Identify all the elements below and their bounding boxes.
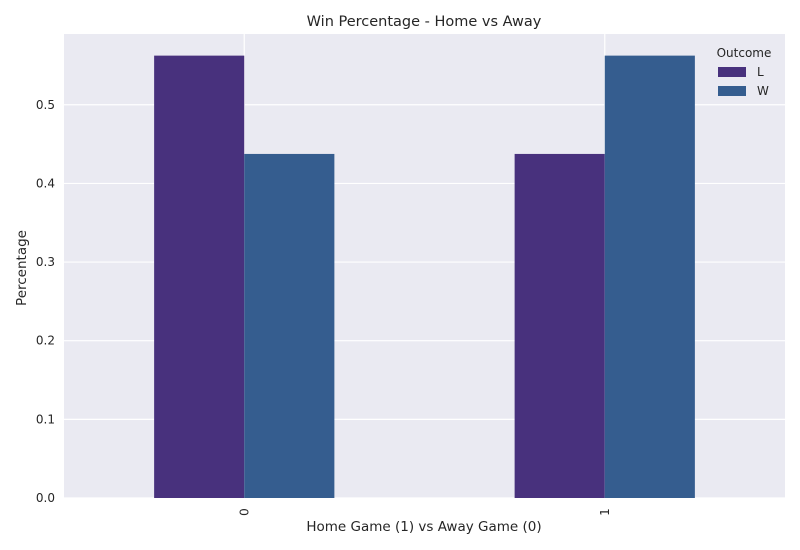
y-axis-ticks: 0.0 0.1 0.2 0.3 0.4 0.5 [36,98,55,505]
y-tick-label: 0.1 [36,412,55,426]
x-tick-label: 0 [237,508,251,516]
legend-label-L: L [757,65,764,79]
y-axis-label: Percentage [14,230,30,306]
legend-items: LW [718,65,769,98]
legend-swatch-L [718,67,746,77]
y-tick-label: 0.0 [36,491,55,505]
x-axis-label: Home Game (1) vs Away Game (0) [306,519,541,535]
legend-swatch-W [718,86,746,96]
y-tick-label: 0.4 [36,176,55,190]
bar-W-0 [244,153,335,499]
legend-title: Outcome [717,46,772,60]
legend-label-W: W [757,84,769,98]
bar-L-0 [154,55,245,499]
y-tick-label: 0.5 [36,98,55,112]
chart-title: Win Percentage - Home vs Away [307,14,542,30]
bar-W-1 [604,55,695,499]
y-tick-label: 0.2 [36,334,55,348]
y-tick-label: 0.3 [36,255,55,269]
legend: Outcome LW [717,46,772,98]
bars [154,55,695,499]
x-tick-label: 1 [598,508,612,516]
bar-L-1 [514,153,605,499]
